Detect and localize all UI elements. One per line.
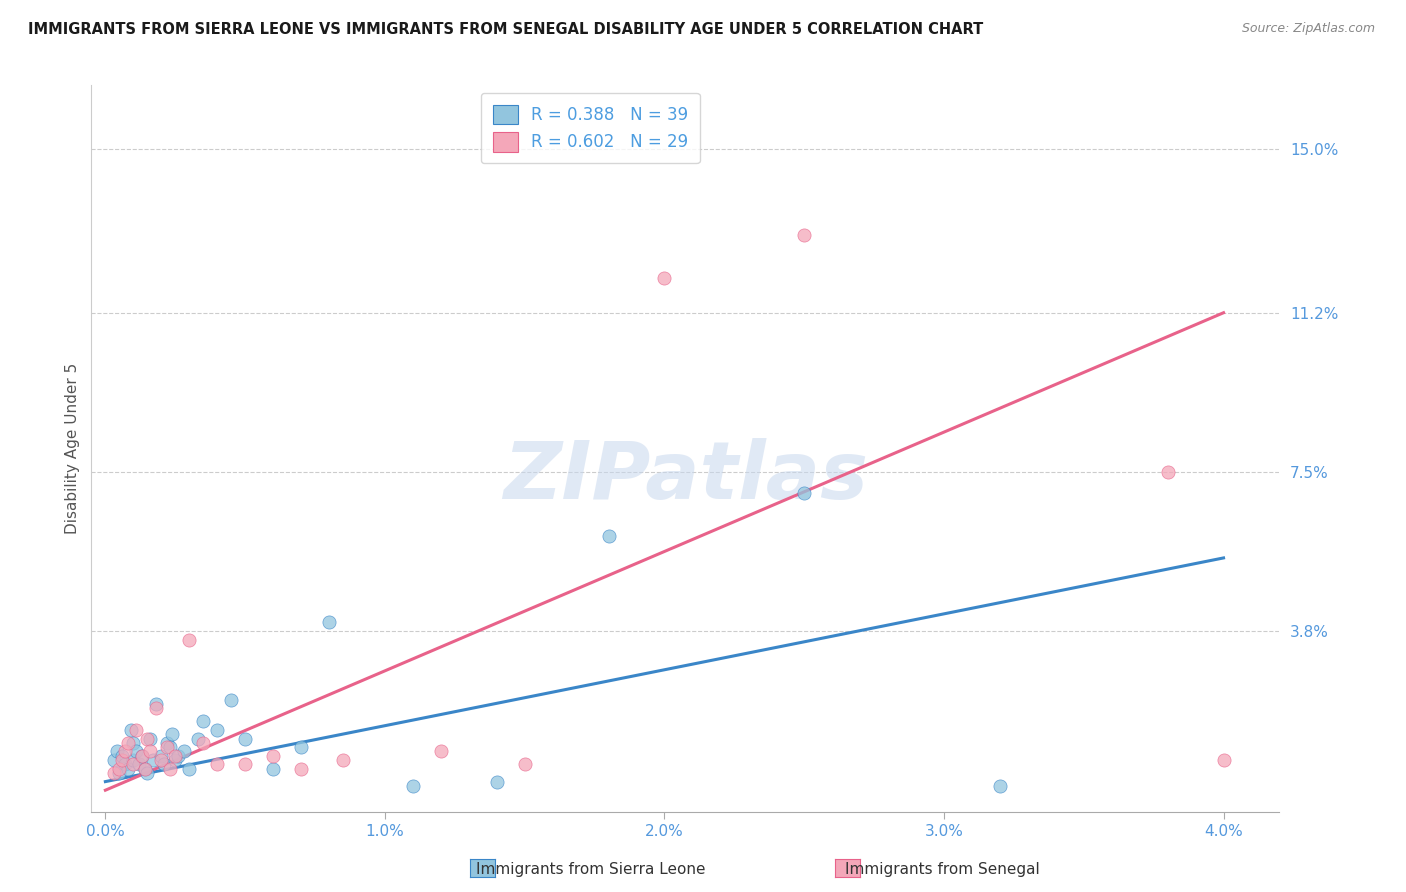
Text: Immigrants from Senegal: Immigrants from Senegal [845,863,1039,877]
Point [187,731,209,746]
Point [159,762,181,776]
Point [142,753,165,767]
Text: Source: ZipAtlas.com: Source: ZipAtlas.com [1241,22,1375,36]
Point [318,615,340,630]
Point [122,736,145,750]
Point [402,779,425,793]
Point [179,762,201,776]
Point [1156,465,1178,479]
Point [139,731,162,746]
Point [156,740,179,755]
Point [150,753,173,767]
Point [125,723,148,737]
Point [193,714,215,729]
Text: ZIPatlas: ZIPatlas [503,438,868,516]
Point [165,753,187,767]
Point [290,740,312,755]
Point [134,762,156,776]
Point [108,762,131,776]
Point [153,757,176,772]
Point [179,632,201,647]
Point [108,766,131,780]
Point [136,731,159,746]
Point [117,762,139,776]
Point [262,748,284,763]
Point [120,723,142,737]
Point [150,748,173,763]
Point [988,779,1011,793]
Y-axis label: Disability Age Under 5: Disability Age Under 5 [65,363,80,533]
Point [114,757,136,772]
Point [136,766,159,780]
Point [598,529,620,543]
Point [513,757,536,772]
Point [114,744,136,758]
Point [105,744,128,758]
Point [162,727,184,741]
Point [290,762,312,776]
Point [125,744,148,758]
Point [156,736,179,750]
Point [131,748,153,763]
Text: Immigrants from Sierra Leone: Immigrants from Sierra Leone [475,863,706,877]
Point [193,736,215,750]
Point [205,757,228,772]
Point [165,748,187,763]
Point [793,486,815,500]
Point [1212,753,1234,767]
Point [131,748,153,763]
Point [122,757,145,772]
Point [111,753,134,767]
Point [233,757,256,772]
Legend: R = 0.388   N = 39, R = 0.602   N = 29: R = 0.388 N = 39, R = 0.602 N = 29 [481,93,700,163]
Point [139,744,162,758]
Point [485,774,508,789]
Point [128,757,150,772]
Point [332,753,354,767]
Point [233,731,256,746]
Point [167,748,190,763]
Point [205,723,228,737]
Point [793,228,815,243]
Point [103,766,125,780]
Point [117,736,139,750]
Point [430,744,453,758]
Point [173,744,195,758]
Point [122,753,145,767]
Point [134,762,156,776]
Point [219,693,242,707]
Point [145,697,167,711]
Point [145,701,167,715]
Point [159,740,181,755]
Point [111,748,134,763]
Text: IMMIGRANTS FROM SIERRA LEONE VS IMMIGRANTS FROM SENEGAL DISABILITY AGE UNDER 5 C: IMMIGRANTS FROM SIERRA LEONE VS IMMIGRAN… [28,22,983,37]
Point [262,762,284,776]
Point [103,753,125,767]
Point [654,271,676,285]
